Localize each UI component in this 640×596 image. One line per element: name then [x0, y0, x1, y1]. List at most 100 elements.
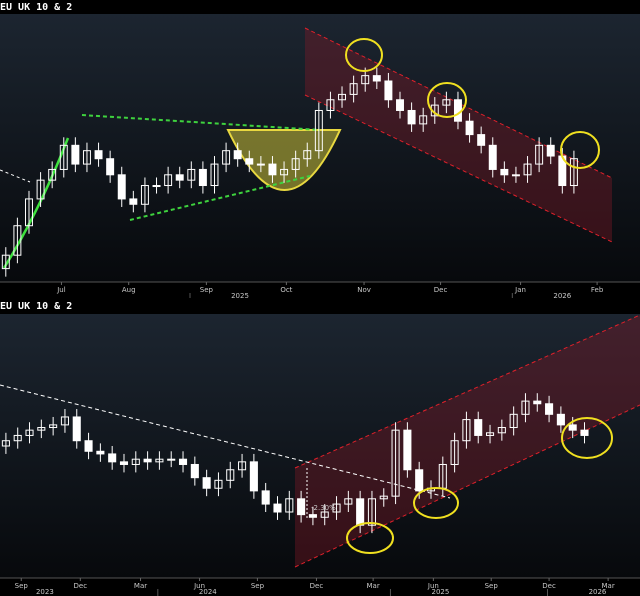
candle-body [285, 498, 294, 513]
candle-body [1, 440, 10, 447]
candle-body [568, 424, 577, 431]
chart-title: EU UK 10 & 2 [0, 301, 72, 312]
candle-body [129, 198, 138, 205]
x-tick-label: Sep [251, 582, 265, 590]
candle-body [556, 413, 565, 426]
chart: EU UK 10 & 2 -2.30% Sep Dec Mar Jun Sep Dec Ma… [0, 298, 640, 596]
chart-title: EU UK 10 & 2 [0, 2, 72, 13]
candle-body [485, 432, 495, 436]
annotation: -2.30% [311, 504, 336, 512]
candle-body [238, 461, 247, 471]
candle-body [214, 479, 223, 489]
candle-body [523, 163, 532, 176]
candle-body [535, 144, 544, 165]
candle-body [167, 458, 176, 461]
candle-body [222, 150, 231, 165]
candle-body [291, 158, 300, 170]
candle-body [396, 99, 404, 111]
trend-line [0, 169, 31, 183]
candle-body [245, 158, 254, 165]
x-tick-label: Jun [427, 582, 439, 590]
trend-line [0, 384, 451, 499]
candle-body [49, 424, 58, 429]
candle-body [37, 427, 46, 431]
candle-body [407, 109, 416, 125]
candle-body [320, 511, 329, 518]
candle-body [152, 185, 161, 188]
year-tick-label: 2025 [432, 588, 450, 596]
candle-body [569, 158, 578, 187]
x-tick-label: Nov [357, 286, 371, 294]
channel-line [304, 94, 613, 243]
year-tick-label: 2026 [589, 588, 607, 596]
candle-body [308, 514, 317, 518]
highlight-circle [345, 38, 383, 72]
x-tick-label: Jul [56, 286, 66, 294]
candle-body [178, 458, 188, 465]
x-tick-label: Sep [485, 582, 499, 590]
candle-body [477, 134, 486, 146]
candle-body [71, 144, 80, 165]
candle-body [202, 477, 211, 489]
candle-body [367, 498, 376, 526]
x-tick-label: Dec [434, 286, 448, 294]
candle-body [82, 150, 91, 165]
x-tick-label: Sep [15, 582, 29, 590]
candle-body [117, 174, 126, 200]
candle-body [198, 168, 207, 187]
candle-body [256, 163, 265, 166]
highlight-circle [561, 417, 613, 459]
candle-body [453, 99, 462, 122]
candle-body [106, 158, 115, 176]
candle-body [497, 427, 506, 434]
candle-body [210, 163, 219, 187]
trend-line [129, 175, 311, 221]
candle-body [59, 144, 68, 170]
candle-body [13, 434, 22, 442]
candle-body [391, 429, 400, 497]
year-tick-label: 2025 [231, 292, 249, 298]
candle-body [465, 120, 474, 136]
x-tick-label: Jun [193, 582, 205, 590]
candle-body [384, 80, 393, 101]
candle-body [488, 144, 497, 170]
candle-body [344, 498, 353, 505]
candle-body [36, 179, 45, 200]
candle-body [500, 168, 509, 176]
title-bar [0, 298, 640, 314]
candle-body [349, 83, 358, 95]
x-tick-label: Aug [122, 286, 136, 294]
candle-body [297, 498, 306, 516]
x-tick-label: Mar [367, 582, 380, 590]
candle-body [379, 495, 388, 500]
candle-body [361, 75, 370, 85]
candle-body [533, 400, 542, 405]
candle-body [25, 429, 34, 436]
chart: EU UK 10 & 2 Jul Aug Sep Oct Nov Dec Jan Feb 202… [0, 0, 640, 298]
candle-body [233, 150, 242, 160]
candle-body [84, 440, 93, 452]
highlight-circle [427, 82, 467, 118]
candle-body [314, 109, 323, 152]
candle-body [474, 419, 483, 436]
title-bar [0, 0, 640, 14]
x-tick-label: Oct [280, 286, 292, 294]
candle-body [268, 163, 277, 176]
candle-body [108, 453, 117, 463]
candle-body [415, 469, 424, 492]
candle-body [48, 168, 57, 181]
candle-body [580, 429, 589, 436]
candle-body [326, 99, 335, 111]
x-tick-label: Sep [200, 286, 214, 294]
x-tick-label: Feb [591, 286, 604, 294]
x-tick-label: Dec [542, 582, 556, 590]
candle-body [249, 461, 258, 492]
cup-shape [226, 129, 342, 191]
candle-body [175, 174, 184, 181]
candle-body [356, 498, 365, 526]
candle-body [60, 416, 69, 426]
candle-body [190, 463, 199, 479]
x-tick-label: Mar [134, 582, 147, 590]
year-tick-label: 2023 [36, 588, 54, 596]
